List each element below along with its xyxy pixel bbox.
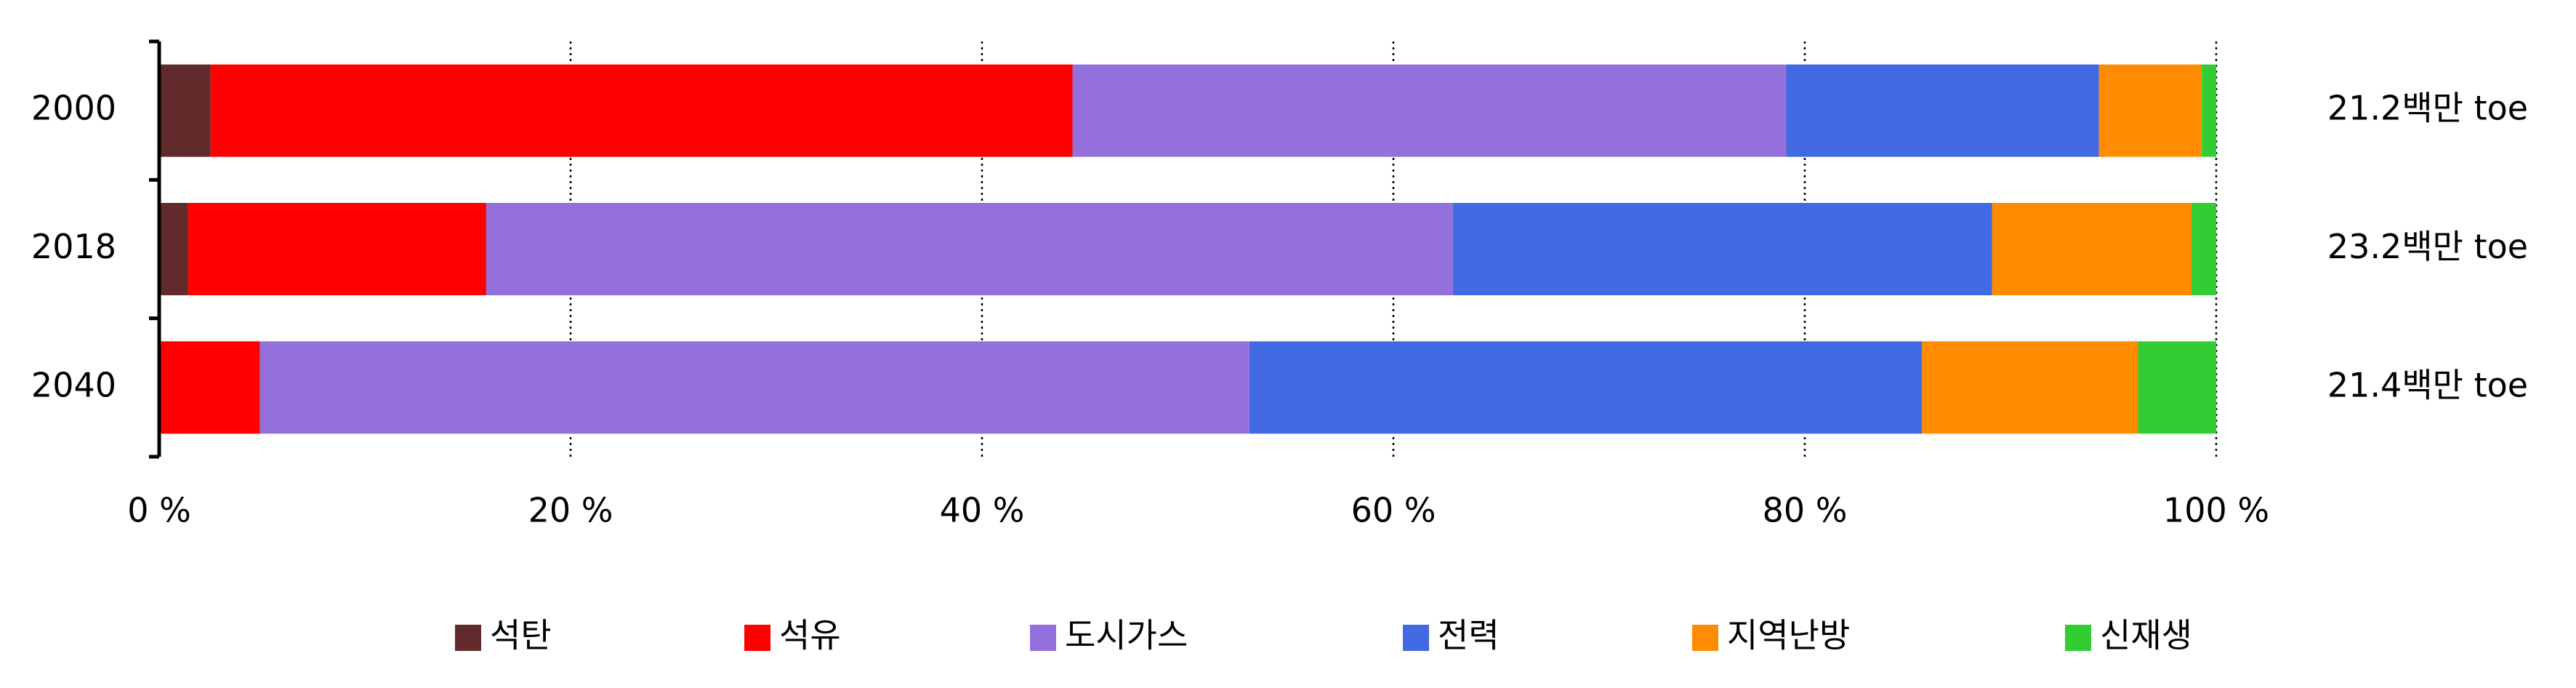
x-tick-label: 80 % bbox=[1763, 491, 1848, 530]
bar-segment bbox=[210, 64, 1073, 157]
bar-segment bbox=[1992, 203, 2192, 295]
bar-segment bbox=[2098, 64, 2202, 157]
bar-segment bbox=[1072, 64, 1787, 157]
legend-label: 도시가스 bbox=[1065, 616, 1188, 655]
bar-segment bbox=[1249, 341, 1923, 434]
legend-label: 전력 bbox=[1438, 616, 1500, 655]
bar-segment bbox=[1786, 64, 2099, 157]
x-tick-label: 20 % bbox=[528, 491, 613, 530]
legend-swatch bbox=[744, 625, 770, 651]
legend-swatch bbox=[1692, 625, 1718, 651]
x-tick-label: 60 % bbox=[1351, 491, 1436, 530]
bar-segment bbox=[159, 341, 260, 434]
legend-label: 지역난방 bbox=[1727, 616, 1850, 655]
bar-segment bbox=[259, 341, 1249, 434]
bar-segment bbox=[2191, 203, 2216, 295]
bar-segment bbox=[1453, 203, 1992, 295]
bar-segment bbox=[159, 203, 188, 295]
legend-swatch bbox=[1403, 625, 1429, 651]
bar-segment bbox=[486, 203, 1454, 295]
bar-segment bbox=[188, 203, 486, 295]
bar-segment bbox=[159, 64, 211, 157]
y-tick-label: 2040 bbox=[31, 365, 116, 404]
bar-segment bbox=[2138, 341, 2216, 434]
total-label: 21.2백만 toe bbox=[2327, 89, 2528, 128]
x-tick-label: 40 % bbox=[940, 491, 1025, 530]
bar-segment bbox=[1922, 341, 2138, 434]
x-tick-label: 100 % bbox=[2163, 491, 2269, 530]
legend-swatch bbox=[455, 625, 481, 651]
total-label: 21.4백만 toe bbox=[2327, 365, 2528, 404]
y-tick-label: 2000 bbox=[31, 89, 116, 128]
bar-segment bbox=[2202, 64, 2216, 157]
legend-label: 신재생 bbox=[2100, 616, 2192, 655]
legend-swatch bbox=[2065, 625, 2091, 651]
y-tick-label: 2018 bbox=[31, 227, 116, 266]
legend-label: 석유 bbox=[779, 616, 841, 655]
legend-label: 석탄 bbox=[490, 616, 552, 655]
legend-swatch bbox=[1030, 625, 1056, 651]
total-label: 23.2백만 toe bbox=[2327, 227, 2528, 266]
x-tick-label: 0 % bbox=[127, 491, 191, 530]
